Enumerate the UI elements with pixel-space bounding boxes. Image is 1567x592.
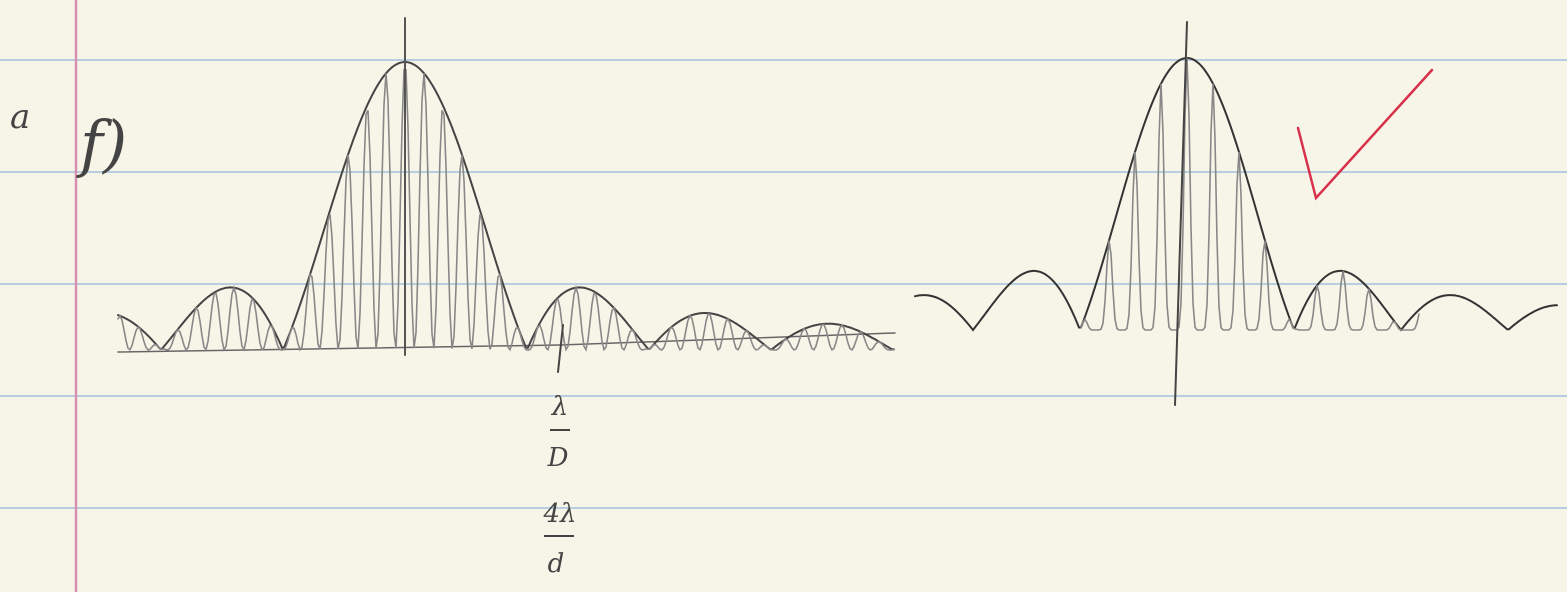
annotation-denominator: D (547, 443, 569, 473)
margin-mark: a (10, 97, 30, 137)
part-label: f) (76, 107, 127, 180)
annotation-denominator: d (548, 549, 565, 579)
annotation-numerator: 4λ (542, 499, 576, 529)
notebook-page: a f) λ D 4λ d (0, 0, 1567, 592)
paper (0, 0, 1567, 592)
annotation-numerator: λ (551, 392, 568, 422)
